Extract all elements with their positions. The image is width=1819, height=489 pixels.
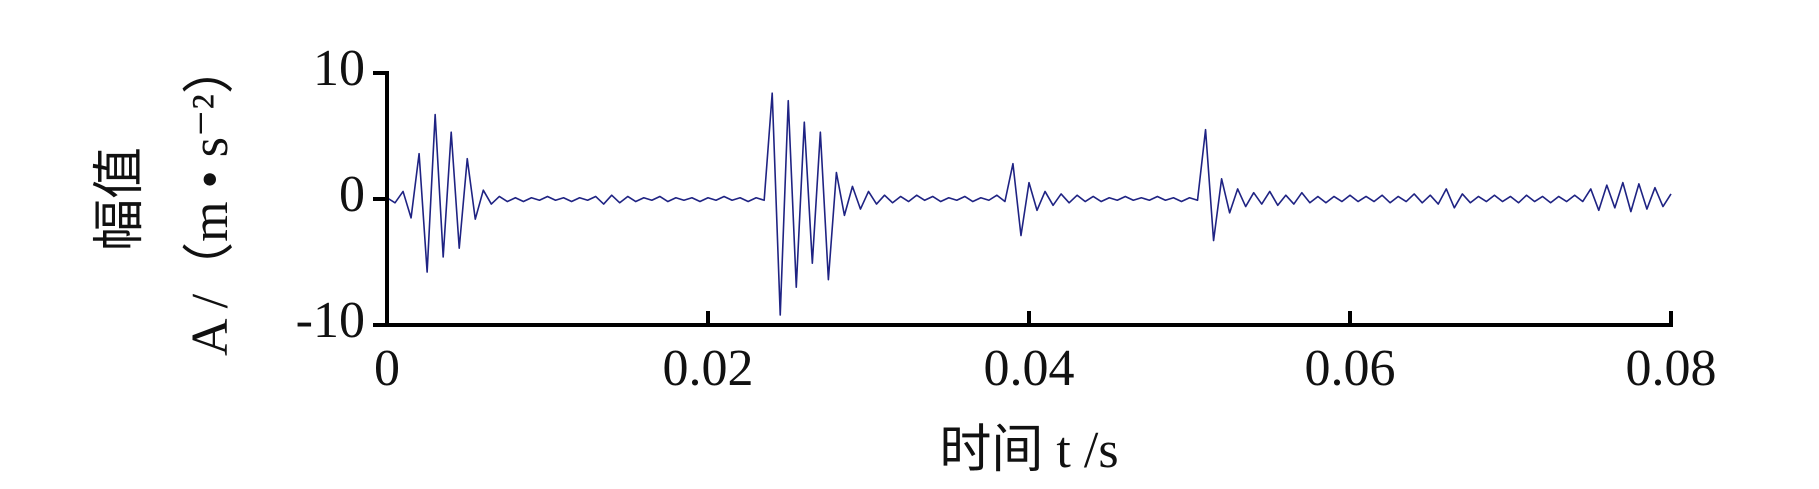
x-tick-label: 0.04 bbox=[984, 340, 1075, 397]
y-axis-label: 幅值 bbox=[92, 147, 149, 251]
x-tick-label: 0.02 bbox=[663, 340, 754, 397]
signal-line bbox=[386, 92, 1672, 316]
y-tick-label: 0 bbox=[339, 166, 365, 223]
y-axis-label: A /（m • s⁻²） bbox=[182, 42, 239, 356]
y-tick-label: -10 bbox=[296, 292, 365, 349]
x-tick-label: 0.08 bbox=[1626, 340, 1717, 397]
x-tick-label: 0.06 bbox=[1305, 340, 1396, 397]
x-axis-label: 时间 t /s bbox=[939, 422, 1118, 479]
y-tick-label: 10 bbox=[313, 40, 365, 97]
x-tick-label: 0 bbox=[374, 340, 400, 397]
